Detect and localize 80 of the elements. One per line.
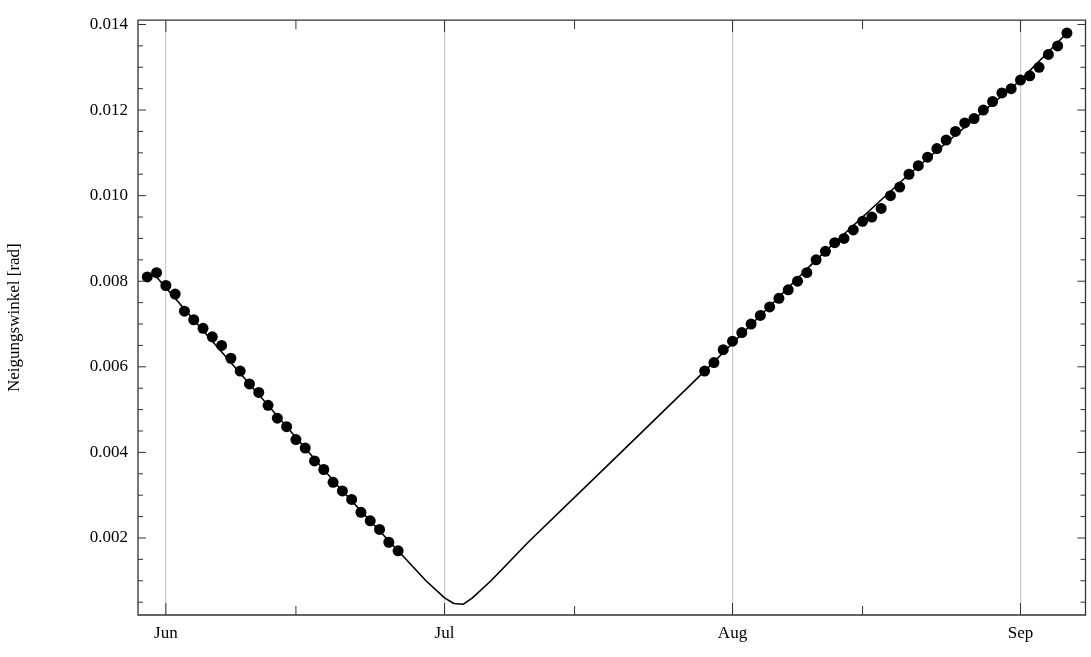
point — [346, 493, 358, 505]
point — [959, 117, 971, 129]
point — [819, 245, 831, 257]
point — [996, 87, 1008, 99]
point — [299, 442, 311, 454]
point — [699, 365, 711, 377]
y-tick-label: 0.006 — [89, 356, 128, 376]
point — [745, 318, 757, 330]
point — [374, 523, 386, 535]
point — [912, 160, 924, 172]
point — [829, 237, 841, 249]
point — [1005, 83, 1017, 95]
point — [764, 301, 776, 313]
x-tick-label: Sep — [1007, 622, 1034, 642]
point — [383, 536, 395, 548]
point — [847, 224, 859, 236]
point — [336, 485, 348, 497]
point — [1052, 40, 1064, 52]
point — [838, 232, 850, 244]
point — [875, 202, 887, 214]
point — [1033, 61, 1045, 73]
point — [922, 151, 934, 163]
point — [708, 357, 720, 369]
y-tick-label: 0.010 — [89, 185, 128, 205]
point — [1024, 70, 1036, 82]
point — [884, 190, 896, 202]
point — [243, 378, 255, 390]
point — [940, 134, 952, 146]
point — [717, 344, 729, 356]
y-tick-label: 0.004 — [89, 441, 129, 461]
point — [364, 515, 376, 527]
point — [1061, 27, 1073, 39]
point — [754, 309, 766, 321]
point — [782, 284, 794, 296]
point — [169, 288, 181, 300]
y-axis-title: Neigungswinkel [rad] — [3, 243, 23, 392]
point — [1014, 74, 1026, 86]
point — [355, 506, 367, 518]
point — [197, 322, 209, 334]
point — [160, 280, 172, 292]
point — [977, 104, 989, 116]
point — [392, 545, 404, 557]
x-tick-label: Aug — [717, 622, 748, 642]
y-tick-label: 0.012 — [89, 99, 128, 119]
x-tick-label: Jul — [434, 622, 455, 642]
point — [866, 211, 878, 223]
point — [225, 352, 237, 364]
point — [206, 331, 218, 343]
point — [327, 476, 339, 488]
point — [792, 275, 804, 287]
point — [968, 113, 980, 125]
point — [727, 335, 739, 347]
point — [773, 292, 785, 304]
point — [262, 399, 274, 411]
point — [801, 267, 813, 279]
point — [987, 96, 999, 107]
point — [857, 215, 869, 227]
point — [281, 421, 293, 433]
y-tick-label: 0.002 — [89, 527, 128, 547]
point — [188, 314, 200, 326]
point — [949, 125, 961, 137]
point — [141, 271, 153, 283]
point — [931, 143, 943, 155]
y-tick-label: 0.008 — [89, 270, 128, 290]
point — [178, 305, 190, 317]
point — [903, 168, 915, 180]
y-tick-label: 0.014 — [89, 13, 129, 33]
point — [253, 386, 265, 398]
point — [736, 327, 748, 339]
point — [318, 464, 330, 476]
point — [309, 455, 320, 467]
point — [894, 181, 906, 193]
point — [151, 267, 163, 279]
point — [234, 365, 246, 377]
point — [810, 254, 822, 266]
point — [1042, 48, 1054, 60]
point — [271, 412, 283, 424]
point — [290, 434, 302, 446]
x-tick-label: Jun — [154, 622, 179, 642]
point — [216, 339, 228, 351]
